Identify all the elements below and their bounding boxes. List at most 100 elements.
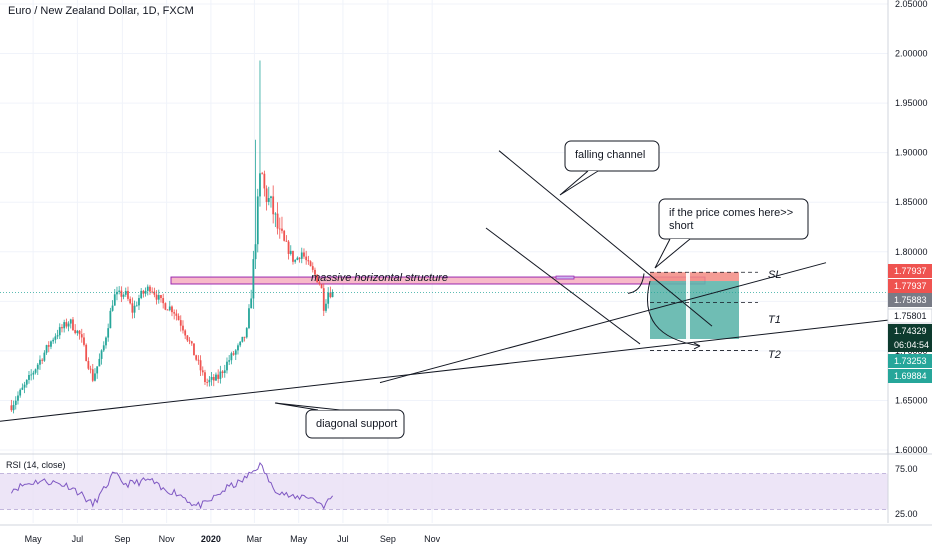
price-tag-bg: [888, 279, 932, 293]
candle-body: [36, 364, 39, 370]
candle-body: [190, 341, 193, 344]
candle-body: [186, 335, 189, 341]
candle-body: [32, 372, 35, 375]
diagonal-support-callout-text: diagonal support: [316, 418, 397, 430]
candle-body: [63, 322, 66, 329]
candle-body: [120, 290, 123, 297]
price-tag-label: 1.75801: [894, 311, 927, 321]
candle-body: [122, 294, 125, 297]
candle-body: [78, 330, 81, 335]
rsi-line: [10, 462, 334, 510]
candle-body: [215, 374, 217, 381]
candle-body: [314, 269, 316, 275]
candle-body: [217, 374, 220, 379]
candle-body: [146, 286, 149, 291]
price-tick-label: 1.60000: [895, 445, 928, 455]
price-tag-label: 1.69884: [894, 371, 927, 381]
time-tick-label: Mar: [247, 534, 263, 544]
candle-body: [131, 303, 134, 313]
candle-body: [23, 384, 26, 388]
candle-body: [234, 350, 237, 355]
price-tag-bg: [888, 324, 932, 338]
candle-body: [45, 345, 48, 353]
candle-body: [151, 291, 154, 293]
candle-body: [193, 343, 195, 356]
candle-body: [138, 298, 140, 306]
candle-body: [303, 252, 305, 257]
candle-body: [105, 337, 107, 346]
sl-label: SL: [768, 269, 781, 281]
price-tick-label: 2.05000: [895, 0, 928, 9]
candle-body: [325, 303, 327, 311]
candle-body: [142, 290, 145, 294]
candle-body: [188, 340, 191, 342]
price-tag-label: 1.77937: [894, 266, 927, 276]
candle-body: [287, 241, 290, 254]
chart-title: Euro / New Zealand Dollar, 1D, FXCM: [8, 5, 194, 17]
candle-body: [177, 315, 180, 321]
candle-body: [298, 257, 301, 259]
short-callout-text: if the price comes here>>: [669, 207, 793, 219]
projection-arrowhead: [693, 342, 701, 350]
candles: [10, 60, 334, 414]
candle-body: [173, 312, 176, 314]
candle-body: [124, 290, 127, 295]
price-tag-label: 1.75883: [894, 295, 927, 305]
candle-body: [263, 173, 266, 189]
diagonal-support-pointer: [274, 402, 341, 411]
grid: [0, 0, 888, 523]
time-tick-label: Nov: [159, 534, 176, 544]
candle-body: [210, 376, 213, 380]
candle-body: [100, 350, 103, 359]
price-tag-label: 1.74329: [894, 326, 927, 336]
falling-channel-pointer: [559, 170, 599, 196]
inner-support-line: [379, 262, 827, 384]
diagonal-support-callout-box: [305, 409, 405, 439]
price-tick-label: 1.65000: [895, 395, 928, 405]
candle-body: [318, 282, 321, 285]
candle-body: [171, 306, 173, 313]
candle-body: [135, 305, 138, 307]
candle-body: [274, 213, 277, 215]
candle-body: [28, 375, 30, 380]
candle-body: [276, 213, 279, 229]
candle-body: [19, 389, 22, 396]
annotations: falling channel if the price comes here>>…: [274, 140, 809, 439]
candle-body: [278, 228, 281, 230]
candle-body: [155, 294, 158, 300]
candle-body: [39, 359, 41, 365]
candle-body: [17, 395, 19, 401]
candle-body: [30, 374, 33, 376]
candle-body: [248, 308, 250, 329]
trade-zones: [170, 272, 739, 339]
price-tag-bg: [888, 354, 932, 368]
candle-body: [140, 290, 143, 299]
structure-label: massive horizontal structure: [311, 272, 448, 284]
candle-body: [47, 345, 50, 347]
t2-label: T2: [768, 349, 781, 361]
falling-channel-callout-box: [564, 140, 660, 172]
candle-body: [160, 295, 162, 299]
candle-body: [58, 327, 61, 336]
candle-body: [241, 336, 244, 342]
candle-body: [153, 291, 156, 295]
candle-body: [184, 330, 187, 336]
candle-body: [243, 336, 246, 338]
candle-body: [74, 330, 77, 334]
time-tick-label: Jul: [72, 534, 84, 544]
candle-body: [127, 290, 129, 299]
candle-body: [221, 371, 224, 373]
price-tag-bg: [887, 308, 932, 324]
candle-body: [34, 369, 37, 373]
rsi-tick-label: 25.00: [895, 509, 918, 519]
price-tag-bg: [888, 338, 932, 352]
short-callout-box: [658, 198, 809, 240]
candle-body: [76, 330, 79, 334]
candle-body: [316, 274, 319, 283]
candle-body: [164, 303, 167, 310]
candle-body: [111, 305, 114, 311]
diagonal-support-line: [0, 319, 889, 422]
candle-body: [195, 355, 198, 360]
